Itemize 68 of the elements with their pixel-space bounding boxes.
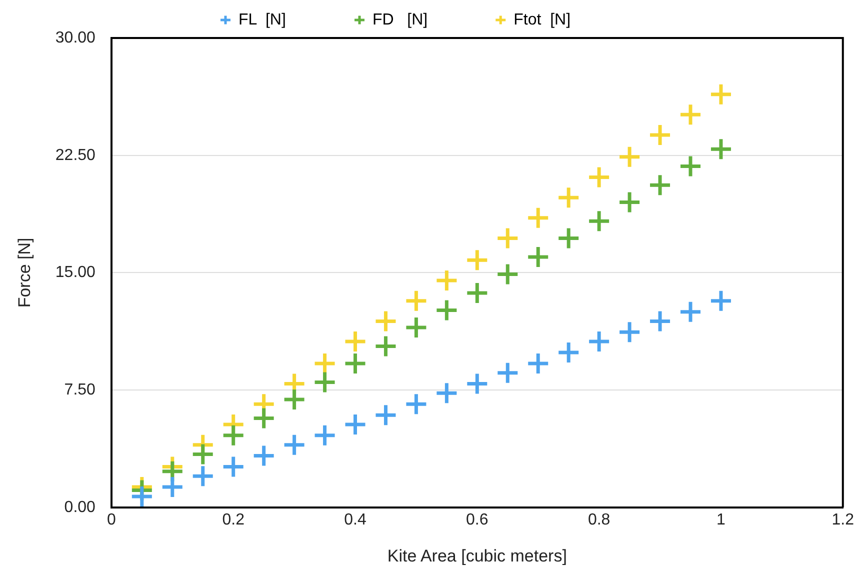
point [344,352,368,376]
point [587,330,611,354]
point [648,309,672,333]
point [678,154,702,178]
point [587,166,611,190]
point [374,334,398,358]
point [465,248,489,272]
x-tick-label: 1 [716,511,726,528]
x-tick-label: 0.6 [466,511,488,528]
point [709,289,733,313]
x-tick-label: 0 [106,511,116,528]
point [465,281,489,305]
point [587,209,611,233]
point [526,352,550,376]
point [252,406,276,430]
point [282,388,306,412]
point [648,173,672,197]
point [374,309,398,333]
y-tick-label: 30.00 [55,29,96,46]
point [434,298,458,322]
point [648,123,672,147]
point [222,454,246,478]
x-tick-label: 0.8 [588,511,610,528]
legend-label: FD [N] [372,11,492,28]
point [434,381,458,405]
point [191,464,215,488]
point [556,226,580,250]
point [160,475,184,499]
point [313,424,337,448]
point [709,82,733,106]
point [282,433,306,457]
x-axis-title: Kite Area [cubic meters] [387,546,567,566]
point [496,262,520,286]
y-tick-label: 7.50 [64,381,96,398]
point [556,340,580,364]
point [618,190,642,214]
point [678,102,702,126]
point [465,372,489,396]
point [404,392,428,416]
x-tick-label: 0.4 [344,511,366,528]
y-tick-label: 15.00 [55,264,96,282]
point [252,444,276,468]
point [130,484,154,508]
point [618,145,642,169]
point [191,442,215,466]
point [556,186,580,210]
y-axis-title: Force [N] [14,238,34,308]
point [618,320,642,344]
point [374,403,398,427]
legend-label: Ftot [N] [514,11,635,28]
point [404,289,428,313]
point [526,206,550,230]
point [344,412,368,436]
point [678,300,702,324]
point [526,245,550,269]
point [344,330,368,354]
point [404,316,428,340]
point [434,268,458,292]
point [709,137,733,161]
x-tick-label: 1.2 [832,511,854,528]
y-tick-label: 0.00 [64,498,96,516]
y-tick-label: 22.50 [55,146,96,164]
x-tick-label: 0.2 [222,511,245,528]
point [222,424,246,448]
point [313,370,337,394]
point [496,361,520,385]
legend-label: FL [N] [238,11,350,28]
point [496,226,520,250]
